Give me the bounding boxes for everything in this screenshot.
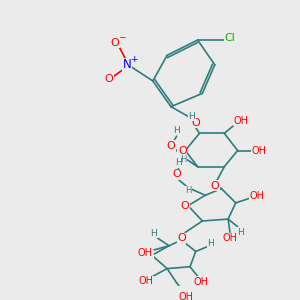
Text: OH: OH <box>138 248 153 258</box>
Text: H: H <box>208 239 214 248</box>
Text: OH: OH <box>194 277 209 287</box>
Text: O: O <box>181 201 190 211</box>
Text: +: + <box>130 55 138 64</box>
Text: H: H <box>188 112 195 121</box>
Text: O: O <box>105 74 113 84</box>
Text: H: H <box>150 229 157 238</box>
Text: O: O <box>210 181 219 191</box>
Text: OH: OH <box>249 191 264 201</box>
Text: H: H <box>185 186 191 195</box>
Text: OH: OH <box>251 146 266 155</box>
Text: O: O <box>172 169 181 179</box>
Text: N: N <box>123 58 131 71</box>
Text: H: H <box>180 154 187 164</box>
Text: H: H <box>237 228 244 237</box>
Text: O: O <box>167 141 175 151</box>
Text: OH: OH <box>223 233 238 243</box>
Text: Cl: Cl <box>225 33 236 43</box>
Text: H: H <box>173 126 180 135</box>
Text: O: O <box>110 38 119 48</box>
Text: H: H <box>175 158 182 167</box>
Text: O: O <box>177 233 186 243</box>
Text: O: O <box>178 146 187 155</box>
Text: OH: OH <box>179 292 194 300</box>
Text: OH: OH <box>139 276 154 286</box>
Text: O: O <box>145 250 153 260</box>
Text: OH: OH <box>234 116 249 126</box>
Text: O: O <box>191 118 200 128</box>
Text: −: − <box>118 33 125 42</box>
